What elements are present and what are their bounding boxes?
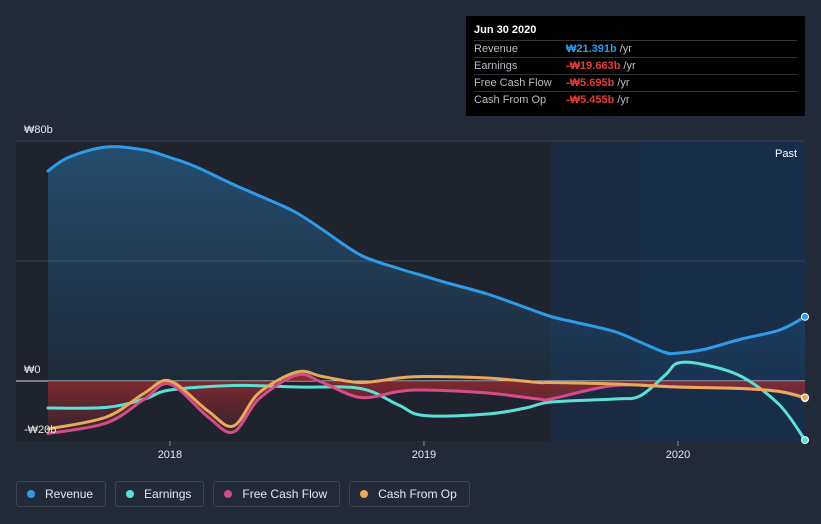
- revenue-line: [46, 145, 807, 356]
- legend-dot-icon: [360, 490, 369, 498]
- x-tick-label: 2018: [158, 449, 182, 461]
- earnings-endpoint: [801, 436, 809, 445]
- tooltip-unit: /yr: [617, 94, 630, 106]
- legend-item-revenue[interactable]: Revenue: [16, 481, 107, 507]
- latest-region: [639, 141, 805, 441]
- revenue-endpoint: [801, 312, 809, 321]
- past-label: Past: [775, 148, 797, 160]
- legend-dot-icon: [27, 490, 35, 498]
- tooltip-unit: /yr: [617, 77, 630, 89]
- free-cash-flow-area: [48, 374, 805, 434]
- tooltip-value: -₩5.695b: [566, 77, 615, 89]
- tooltip-row-revenue: Revenue ₩21.391b /yr: [474, 40, 797, 57]
- legend-dot-icon: [224, 490, 233, 498]
- tooltip-label: Revenue: [474, 43, 519, 55]
- tooltip-value: -₩5.455b: [566, 94, 615, 106]
- y-tick-label: ₩80b: [24, 124, 53, 136]
- tooltip-value: -₩19.663b: [566, 60, 621, 72]
- legend-item-cash-from-op[interactable]: Cash From Op: [349, 481, 470, 507]
- cash-from-op-endpoint: [801, 393, 809, 402]
- y-tick-label: ₩0: [24, 364, 41, 376]
- tooltip-label: Cash From Op: [474, 94, 547, 106]
- tooltip-label: Earnings: [474, 60, 518, 72]
- tooltip-unit: /yr: [619, 43, 632, 55]
- tooltip-row-earnings: Earnings -₩19.663b /yr: [474, 57, 797, 74]
- legend-item-earnings[interactable]: Earnings: [115, 481, 205, 507]
- tooltip-unit: /yr: [623, 60, 636, 72]
- legend-label: Revenue: [45, 487, 94, 501]
- legend-label: Free Cash Flow: [242, 487, 328, 501]
- legend-dot-icon: [126, 490, 135, 498]
- legend-label: Earnings: [144, 487, 192, 501]
- legend-label: Cash From Op: [378, 487, 457, 501]
- x-tick-label: 2019: [412, 449, 436, 461]
- tooltip: Jun 30 2020 Revenue ₩21.391b /yr Earning…: [466, 16, 805, 116]
- cash-from-op-line: [46, 369, 807, 431]
- earnings-line: [46, 360, 807, 442]
- tooltip-label: Free Cash Flow: [474, 77, 552, 89]
- x-tick-label: 2020: [666, 449, 690, 461]
- y-tick-label: -₩20b: [24, 424, 56, 436]
- legend: Revenue Earnings Free Cash Flow Cash Fro…: [16, 481, 479, 507]
- revenue-area: [48, 146, 805, 381]
- tooltip-row-free-cash-flow: Free Cash Flow -₩5.695b /yr: [474, 74, 797, 91]
- legend-item-free-cash-flow[interactable]: Free Cash Flow: [213, 481, 341, 507]
- y-axis-labels: ₩80b ₩0 -₩20b: [24, 124, 56, 436]
- tooltip-row-cash-from-op: Cash From Op -₩5.455b /yr: [474, 91, 797, 108]
- series-endpoints: [801, 312, 809, 445]
- tooltip-value: ₩21.391b: [566, 43, 617, 55]
- series-lines: [46, 145, 807, 442]
- series-areas: [48, 146, 805, 434]
- x-axis-labels: 2018 2019 2020: [158, 441, 690, 461]
- tooltip-date: Jun 30 2020: [474, 24, 537, 36]
